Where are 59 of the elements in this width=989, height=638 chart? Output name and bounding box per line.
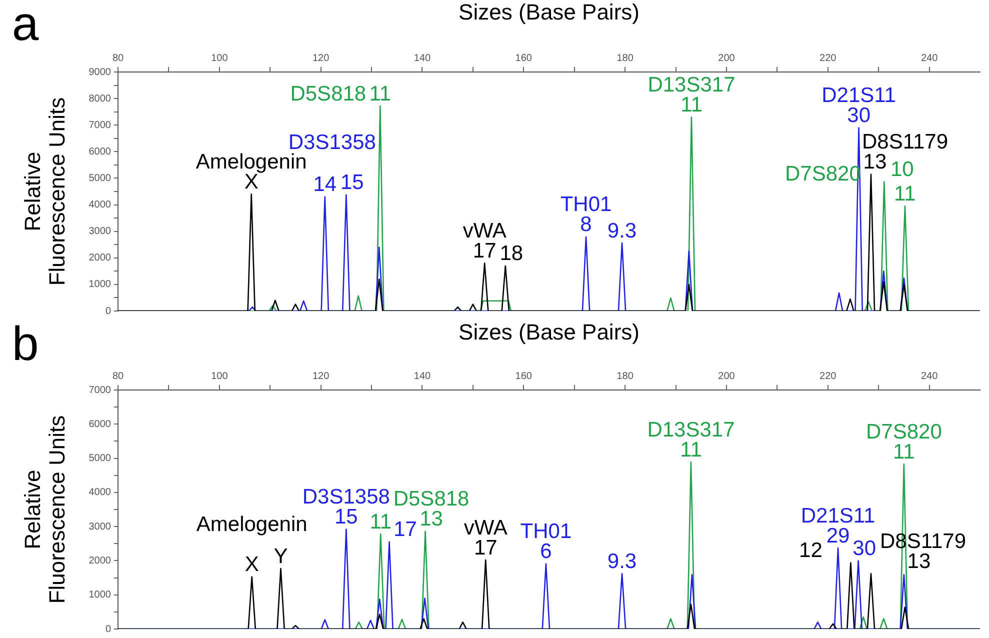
- annotation: 18: [500, 242, 524, 266]
- x-axis-title: Sizes (Base Pairs): [458, 0, 640, 24]
- annotation: Y: [274, 544, 288, 568]
- x-tick-label: 180: [616, 52, 634, 64]
- text: a: [12, 0, 39, 51]
- x-tick-label: 120: [312, 52, 330, 64]
- annotation: 9.3: [607, 219, 637, 242]
- x-tick-label: 80: [112, 52, 124, 64]
- x-tick-label: 120: [312, 370, 330, 382]
- x-tick-label: 140: [414, 370, 432, 382]
- annotation: 30: [852, 537, 876, 560]
- x-tick-label: 140: [414, 52, 432, 64]
- x-tick-label: 220: [820, 52, 837, 64]
- y-tick-label: 2000: [88, 555, 112, 566]
- y-axis-title: Relative Fluorescence Units: [20, 415, 70, 604]
- y-tick-label: 4000: [88, 200, 112, 211]
- x-tick-label: 160: [515, 370, 532, 382]
- y-tick-label: 1000: [88, 279, 112, 290]
- y-tick-label: 4000: [88, 487, 112, 498]
- annotation: X: [244, 553, 259, 576]
- annotation: 11: [894, 182, 916, 206]
- x-tick-label: 200: [718, 370, 736, 382]
- text: b: [12, 318, 39, 371]
- x-tick-label: 240: [920, 370, 938, 382]
- annotation: 14: [313, 173, 337, 196]
- x-tick-label: 100: [211, 52, 228, 64]
- y-tick-label: 0: [105, 306, 112, 317]
- annotation: 15: [340, 171, 364, 194]
- x-axis-title: Sizes (Base Pairs): [458, 319, 640, 344]
- y-tick-label: 5000: [88, 172, 112, 184]
- annotation: D5S818: [290, 82, 366, 106]
- x-tick-label: 240: [920, 52, 938, 64]
- x-tick-label: 220: [820, 370, 837, 382]
- annotation: 17: [394, 518, 417, 542]
- y-axis-title: Relative Fluorescence Units: [20, 97, 70, 286]
- annotation: 13: [907, 550, 931, 573]
- annotation: 10: [890, 158, 914, 182]
- y-tick-label: 8000: [88, 93, 112, 104]
- annotation: Amelogenin: [196, 513, 308, 536]
- x-tick-label: 80: [112, 370, 124, 382]
- y-tick-label: 6000: [88, 418, 112, 430]
- x-tick-label: 200: [718, 52, 736, 64]
- y-tick-label: 5000: [88, 453, 112, 464]
- y-tick-label: 7000: [88, 384, 112, 396]
- y-tick-label: 9000: [88, 66, 112, 78]
- y-tick-label: 0: [105, 624, 112, 635]
- annotation: 9.3: [607, 550, 637, 573]
- y-tick-label: 7000: [88, 120, 112, 131]
- x-tick-label: 180: [616, 370, 634, 382]
- y-tick-label: 1000: [88, 590, 112, 601]
- x-tick-label: 100: [211, 370, 228, 382]
- annotation: 11: [370, 510, 392, 534]
- y-tick-label: 3000: [88, 521, 112, 532]
- annotation: 12: [799, 539, 822, 562]
- annotation: 11: [369, 82, 392, 106]
- y-tick-label: 3000: [88, 226, 112, 238]
- x-tick-label: 160: [515, 52, 532, 64]
- y-tick-label: 6000: [88, 146, 112, 158]
- y-tick-label: 2000: [88, 252, 112, 264]
